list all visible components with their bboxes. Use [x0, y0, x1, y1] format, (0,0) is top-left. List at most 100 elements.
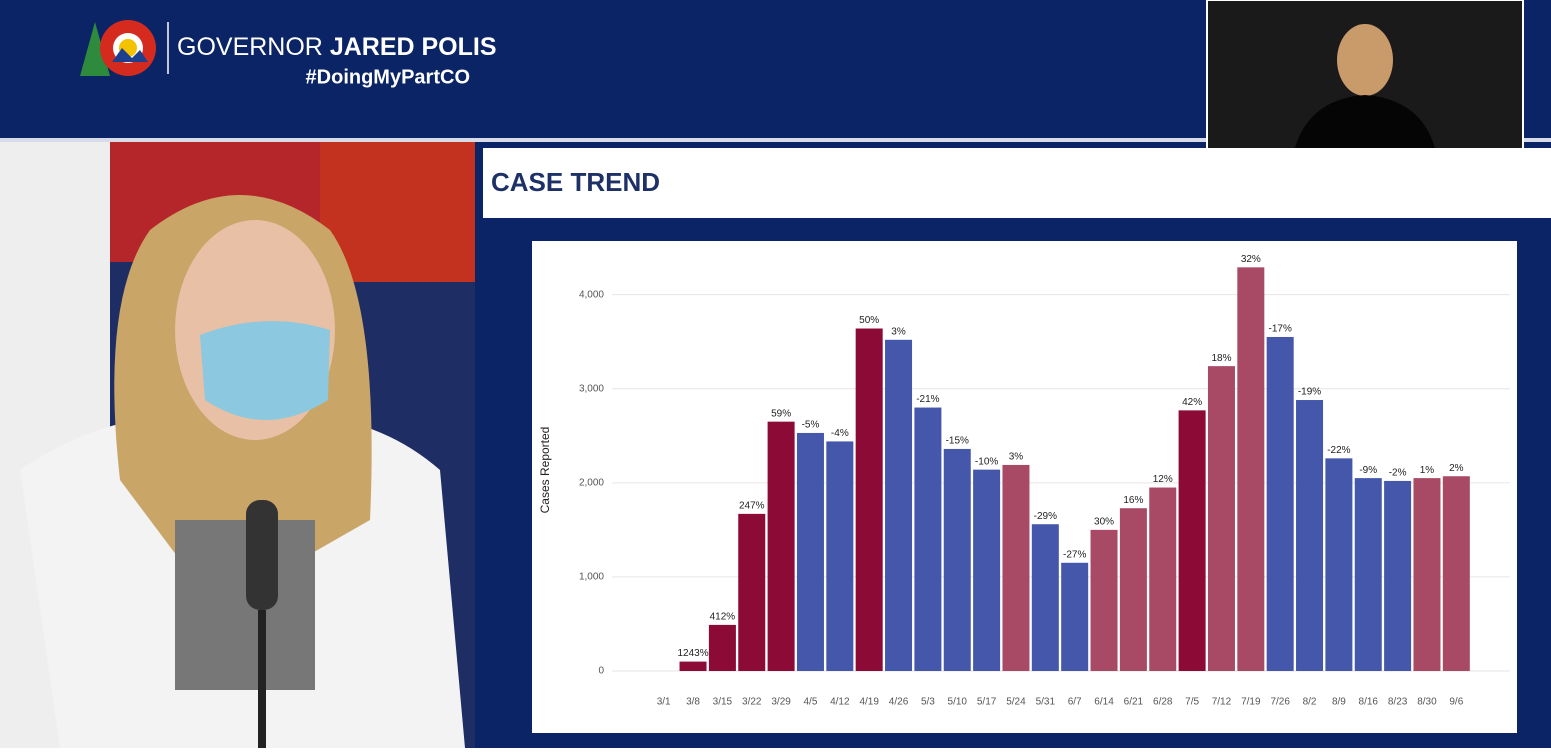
- x-tick-label: 3/8: [686, 697, 700, 708]
- bar: [1354, 478, 1382, 671]
- bar: [1207, 366, 1235, 671]
- bar: [826, 441, 854, 671]
- x-tick-label: 8/16: [1359, 697, 1379, 708]
- change-label: 12%: [1153, 474, 1173, 485]
- x-tick-label: 5/10: [948, 697, 968, 708]
- y-tick-label: 4,000: [579, 289, 604, 300]
- x-tick-label: 3/29: [771, 697, 791, 708]
- change-label: 1%: [1420, 465, 1435, 476]
- change-label: -19%: [1298, 387, 1321, 398]
- logo: [80, 20, 156, 76]
- change-label: -17%: [1268, 324, 1291, 335]
- x-tick-label: 4/26: [889, 697, 909, 708]
- bar: [973, 469, 1001, 671]
- bar: [1413, 478, 1441, 671]
- x-tick-label: 5/17: [977, 697, 997, 708]
- chart-title: CASE TREND: [491, 167, 660, 197]
- x-tick-label: 4/5: [804, 697, 818, 708]
- y-tick-label: 1,000: [579, 572, 604, 583]
- change-label: 3%: [891, 326, 906, 337]
- title-prefix: GOVERNOR: [177, 33, 323, 61]
- bar: [1325, 458, 1353, 671]
- x-tick-label: 7/12: [1212, 697, 1232, 708]
- change-label: 16%: [1123, 495, 1143, 506]
- change-label: 32%: [1241, 254, 1261, 265]
- bar: [855, 328, 883, 671]
- x-tick-label: 8/9: [1332, 697, 1346, 708]
- x-tick-label: 4/12: [830, 697, 850, 708]
- bar: [1119, 508, 1147, 671]
- bar: [1296, 400, 1324, 671]
- y-axis-label: Cases Reported: [538, 427, 552, 514]
- bar: [1266, 336, 1294, 671]
- hashtag: #DoingMyPartCO: [306, 66, 470, 88]
- change-label: -29%: [1034, 511, 1057, 522]
- y-tick-label: 2,000: [579, 477, 604, 488]
- x-tick-label: 3/15: [713, 697, 733, 708]
- x-tick-label: 3/1: [657, 697, 671, 708]
- x-tick-label: 7/26: [1270, 697, 1290, 708]
- change-label: 412%: [710, 612, 736, 623]
- bar: [796, 432, 824, 671]
- change-label: 1243%: [677, 648, 708, 659]
- x-tick-label: 6/21: [1124, 697, 1144, 708]
- bar: [708, 624, 736, 671]
- x-tick-label: 8/2: [1303, 697, 1317, 708]
- bar: [738, 513, 766, 671]
- change-label: 42%: [1182, 397, 1202, 408]
- x-tick-label: 5/24: [1006, 697, 1026, 708]
- bar: [1002, 464, 1030, 671]
- bar: [1149, 487, 1177, 671]
- change-label: -4%: [831, 428, 849, 439]
- change-label: 2%: [1449, 463, 1464, 474]
- bar: [1061, 562, 1089, 671]
- x-tick-label: 5/3: [921, 697, 935, 708]
- plot: 0 1,000 2,000 3,000 4,000 3/1 3/8 1243% 3/15 412%…: [579, 254, 1510, 708]
- header-title: GOVERNOR JARED POLIS: [177, 33, 497, 61]
- change-label: 50%: [859, 315, 879, 326]
- x-tick-label: 7/19: [1241, 697, 1261, 708]
- bar: [679, 661, 707, 671]
- y-tick-label: 3,000: [579, 383, 604, 394]
- y-tick-label: 0: [598, 666, 604, 677]
- change-label: 59%: [771, 408, 791, 419]
- x-tick-label: 8/23: [1388, 697, 1408, 708]
- header-rule: [0, 138, 1551, 142]
- x-tick-label: 5/31: [1036, 697, 1056, 708]
- bar: [885, 339, 913, 671]
- x-tick-label: 6/28: [1153, 697, 1173, 708]
- bar: [914, 407, 942, 671]
- x-tick-label: 3/22: [742, 697, 762, 708]
- bar: [1237, 267, 1265, 671]
- change-label: -15%: [946, 436, 969, 447]
- bar: [1031, 524, 1059, 671]
- x-tick-label: 4/19: [859, 697, 879, 708]
- change-label: 18%: [1211, 353, 1231, 364]
- x-tick-label: 6/7: [1068, 697, 1082, 708]
- x-tick-label: 9/6: [1449, 697, 1463, 708]
- change-label: -9%: [1359, 465, 1377, 476]
- title-name: JARED POLIS: [330, 33, 497, 61]
- bar: [1442, 476, 1470, 671]
- change-label: -27%: [1063, 549, 1086, 560]
- change-label: -10%: [975, 456, 998, 467]
- bar: [1090, 529, 1118, 671]
- x-tick-label: 7/5: [1185, 697, 1199, 708]
- change-label: 30%: [1094, 517, 1114, 528]
- bar: [767, 421, 795, 671]
- change-label: -5%: [802, 420, 820, 431]
- bar: [1384, 480, 1412, 671]
- speaker-video: [0, 142, 475, 748]
- change-label: 3%: [1009, 452, 1024, 463]
- change-label: -21%: [916, 394, 939, 405]
- x-tick-label: 6/14: [1094, 697, 1114, 708]
- bar: [1178, 410, 1206, 671]
- change-label: -2%: [1389, 468, 1407, 479]
- slide-header: [483, 148, 1551, 218]
- x-tick-label: 8/30: [1417, 697, 1437, 708]
- change-label: 247%: [739, 501, 765, 512]
- bar: [943, 448, 971, 671]
- change-label: -22%: [1327, 445, 1350, 456]
